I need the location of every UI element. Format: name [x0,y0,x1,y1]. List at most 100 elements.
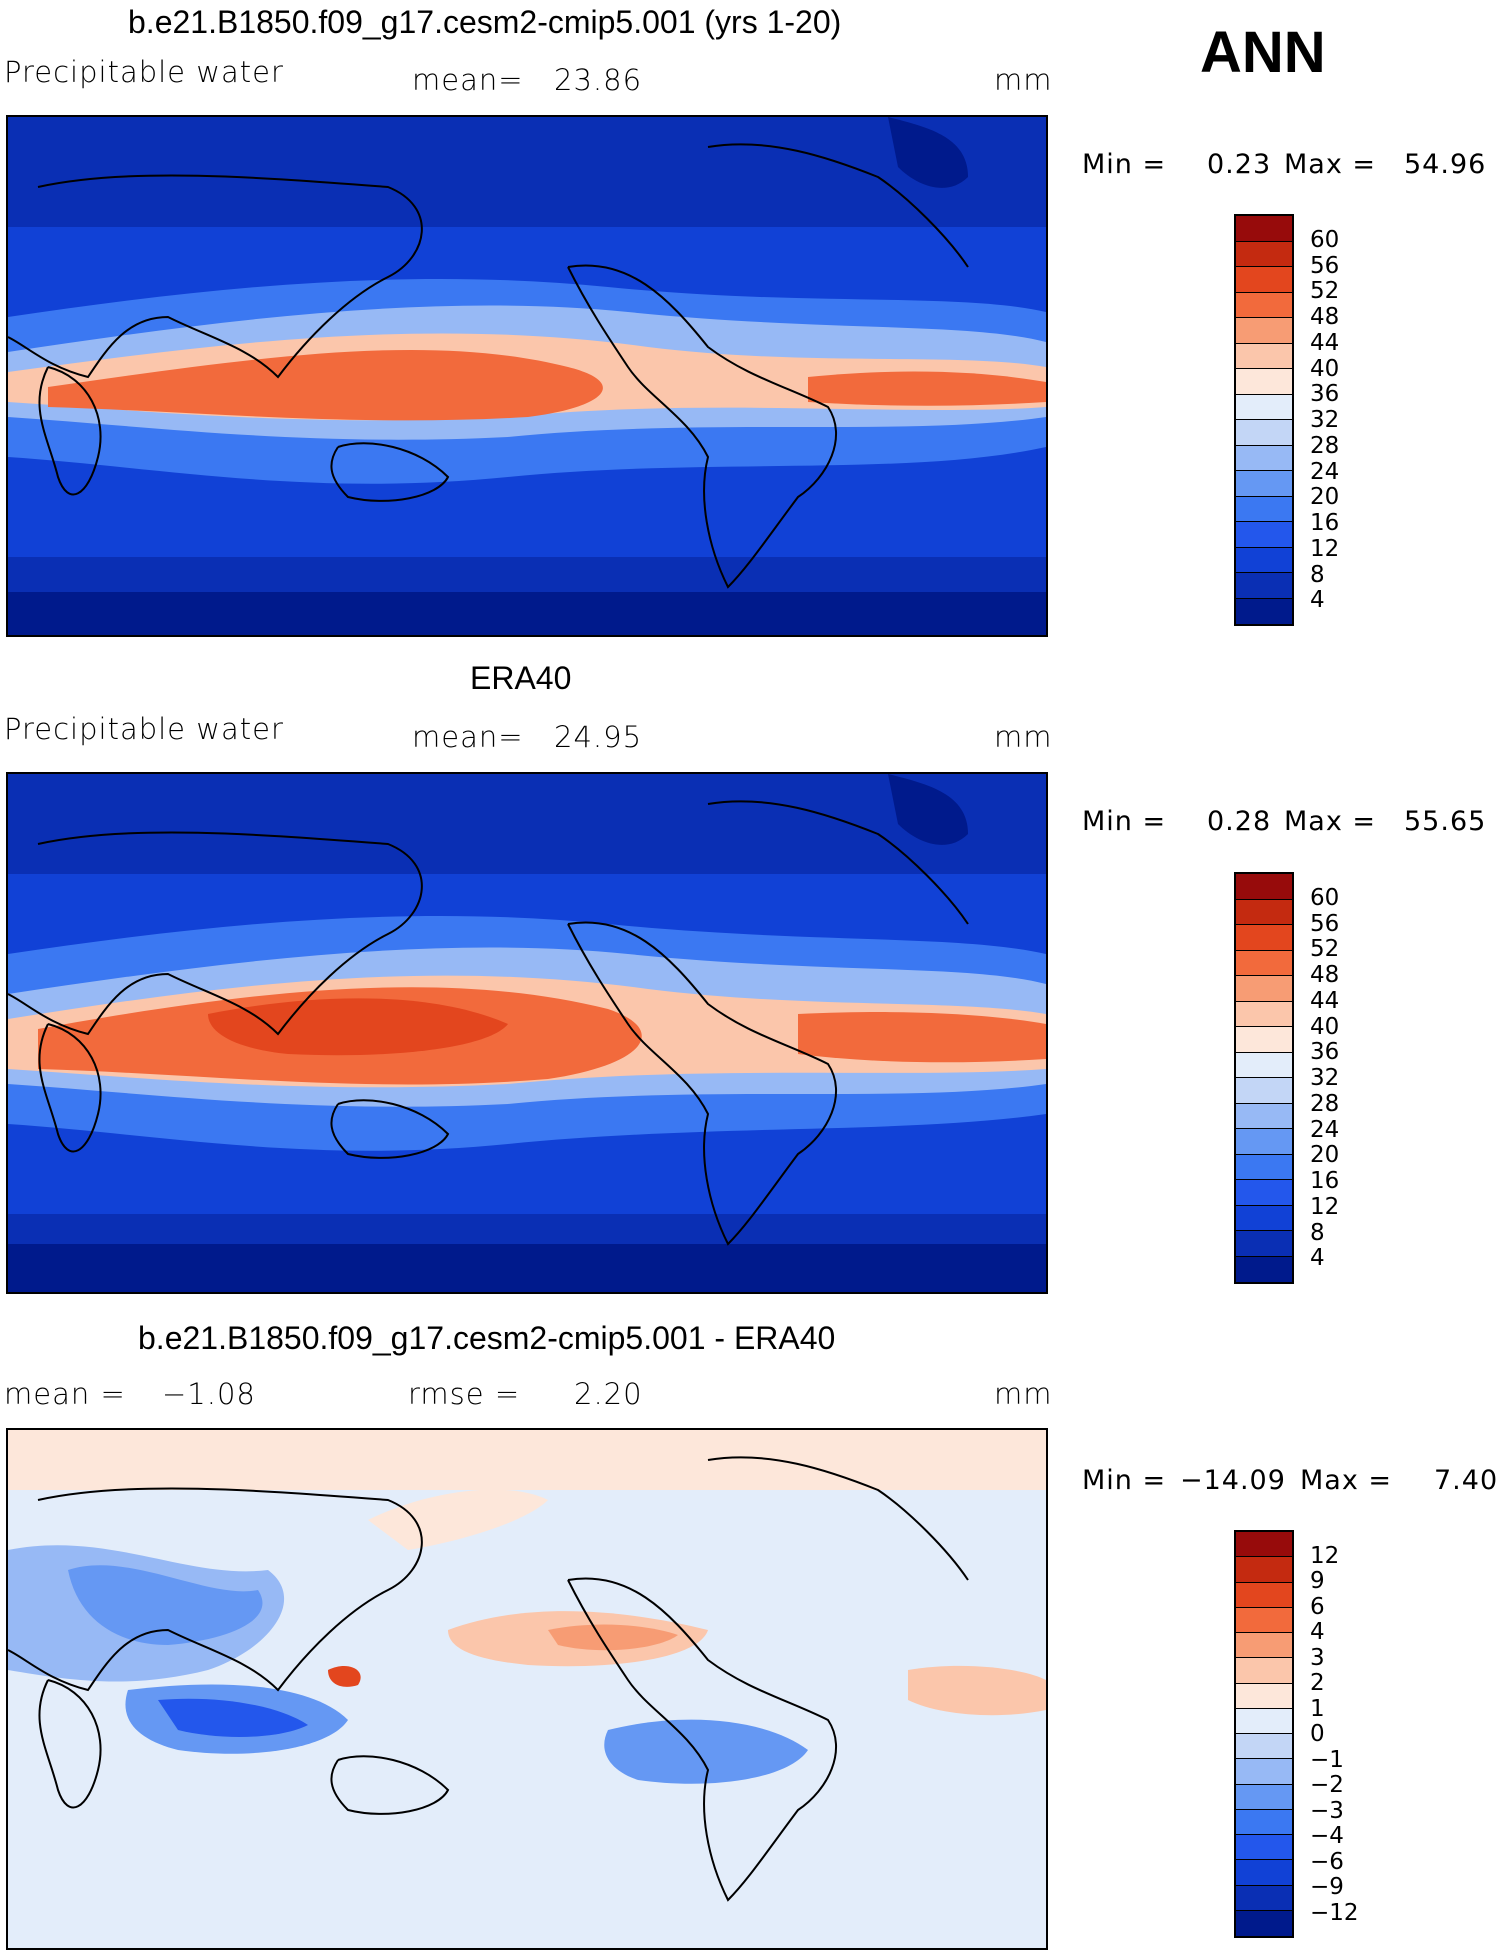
colorbar-box [1236,1582,1292,1608]
colorbar-tick-label: 4 [1310,1245,1325,1272]
colorbar-tick-label: 12 [1310,1193,1340,1220]
panel-3-mean-value: −1.08 [162,1377,256,1411]
colorbar-box [1236,950,1292,976]
panel-2-map [6,772,1048,1294]
panel-1-mean-value: 23.86 [554,63,643,97]
panel-2-min-label: Min = [1082,806,1167,837]
panel-3-min-label: Min = [1082,1465,1167,1496]
colorbar-box [1236,899,1292,925]
colorbar-box [1236,343,1292,369]
colorbar-tick-label: 28 [1310,1090,1340,1117]
panel-3-mean-label: mean = [4,1377,126,1411]
panel-3-map [6,1428,1048,1950]
colorbar-tick-label: 56 [1310,252,1340,279]
colorbar-box [1236,1103,1292,1129]
colorbar-box [1236,292,1292,318]
colorbar-box [1236,241,1292,267]
panel-3-colorbar [1234,1530,1294,1938]
colorbar-tick-label: 1 [1310,1695,1325,1722]
panel-1-min-label: Min = [1082,149,1167,180]
season-label: ANN [1200,20,1326,85]
colorbar-box [1236,445,1292,471]
colorbar-tick-label: 36 [1310,1039,1340,1066]
colorbar-box [1236,1532,1292,1558]
colorbar-tick-label: −2 [1310,1772,1344,1798]
panel-1-variable-label: Precipitable water [4,55,284,89]
colorbar-tick-label: 48 [1310,962,1340,988]
panel-1-min-value: 0.23 [1207,149,1272,180]
colorbar-tick-label: 4 [1310,1619,1325,1645]
colorbar-box [1236,1885,1292,1911]
panel-2-colorbar [1234,872,1294,1284]
panel-1-colorbar-ticks: 60 56 52 48 44 40 36 32 28 24 20 16 12 8 4 [1310,214,1390,626]
colorbar-box [1236,925,1292,951]
colorbar-box [1236,874,1292,900]
panel-1-colorbar [1234,214,1294,626]
colorbar-box [1236,1180,1292,1206]
colorbar-box [1236,369,1292,395]
colorbar-box [1236,1708,1292,1734]
colorbar-box [1236,496,1292,522]
colorbar-box [1236,1001,1292,1027]
colorbar-box [1236,1256,1292,1282]
colorbar-tick-label: 56 [1310,910,1340,937]
colorbar-tick-label: −1 [1310,1746,1344,1773]
colorbar-tick-label: 40 [1310,1013,1340,1040]
colorbar-box [1236,976,1292,1002]
colorbar-tick-label: 9 [1310,1568,1325,1594]
colorbar-box [1236,1734,1292,1760]
colorbar-box [1236,1683,1292,1709]
colorbar-box [1236,471,1292,497]
panel-1-title: b.e21.B1850.f09_g17.cesm2-cmip5.001 (yrs… [128,4,842,40]
colorbar-tick-label: 44 [1310,329,1340,356]
colorbar-tick-label: 24 [1310,1116,1340,1143]
colorbar-tick-label: 32 [1310,407,1340,433]
panel-2-min-value: 0.28 [1207,806,1272,837]
colorbar-tick-label: 0 [1310,1721,1325,1747]
colorbar-tick-label: −6 [1310,1848,1344,1875]
colorbar-tick-label: 28 [1310,432,1340,459]
colorbar-tick-label: 16 [1310,1168,1340,1194]
colorbar-box [1236,1078,1292,1104]
colorbar-box [1236,1557,1292,1583]
colorbar-tick-label: 4 [1310,587,1325,614]
panel-2-max-label: Max = [1284,806,1377,837]
panel-3-rmse-label: rmse = [408,1377,521,1411]
panel-3-min-value: −14.09 [1180,1465,1286,1496]
colorbar-box [1236,1759,1292,1785]
colorbar-box [1236,1231,1292,1257]
colorbar-tick-label: 12 [1310,535,1340,562]
colorbar-box [1236,1860,1292,1886]
colorbar-tick-label: 40 [1310,355,1340,382]
colorbar-box [1236,318,1292,344]
colorbar-box [1236,1607,1292,1633]
panel-3-max-value: 7.40 [1434,1465,1499,1496]
colorbar-tick-label: 2 [1310,1670,1325,1696]
panel-2-colorbar-ticks: 60 56 52 48 44 40 36 32 28 24 20 16 12 8 4 [1310,872,1390,1284]
panel-3-units: mm [994,1377,1053,1411]
colorbar-tick-label: 52 [1310,278,1340,305]
colorbar-box [1236,1809,1292,1835]
colorbar-tick-label: −3 [1310,1797,1344,1824]
panel-2-units: mm [994,720,1053,754]
colorbar-box [1236,547,1292,573]
colorbar-box [1236,1052,1292,1078]
colorbar-tick-label: 3 [1310,1644,1325,1671]
panel-3-rmse-value: 2.20 [574,1377,643,1411]
colorbar-box [1236,522,1292,548]
panel-1-map [6,115,1048,637]
panel-2-mean-value: 24.95 [554,720,643,754]
colorbar-tick-label: 48 [1310,304,1340,330]
colorbar-tick-label: 8 [1310,1219,1325,1246]
colorbar-box [1236,394,1292,420]
colorbar-tick-label: 60 [1310,884,1340,911]
panel-1-max-value: 54.96 [1404,149,1487,180]
colorbar-box [1236,598,1292,624]
panel-2-mean-label: mean= [412,720,524,754]
colorbar-box [1236,1633,1292,1659]
colorbar-tick-label: 16 [1310,510,1340,536]
colorbar-tick-label: 44 [1310,987,1340,1014]
colorbar-tick-label: 6 [1310,1593,1325,1620]
colorbar-box [1236,267,1292,293]
panel-2-max-value: 55.65 [1404,806,1487,837]
